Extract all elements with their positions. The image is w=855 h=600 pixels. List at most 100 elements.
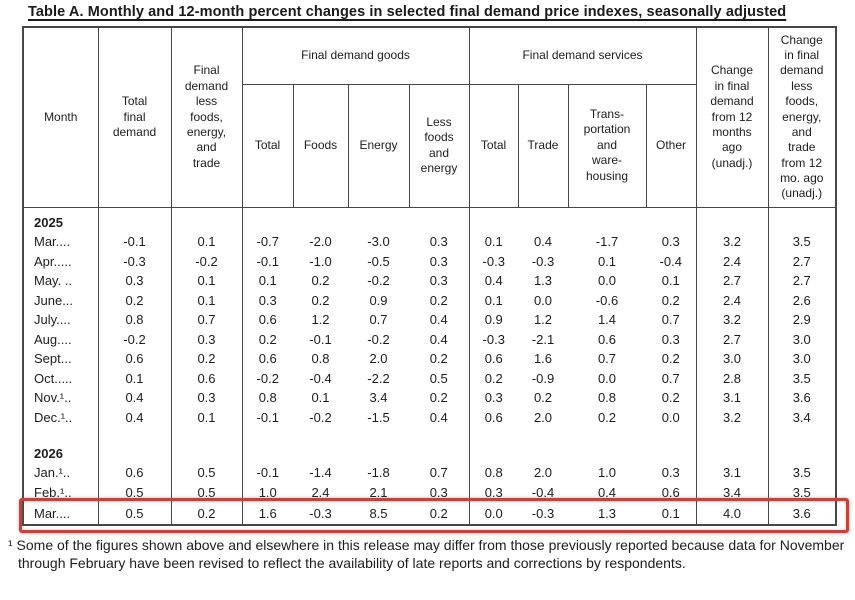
value-cell: 0.6 [646, 482, 697, 502]
value-cell: 0.3 [171, 329, 243, 349]
value-cell [469, 427, 518, 444]
table-row: Apr..... -0.3 -0.2 -0.1 -1.0 -0.5 0.3 -0.3 -0.3 0… [23, 251, 836, 271]
value-cell: 0.6 [258, 312, 277, 328]
value-cell [646, 427, 697, 444]
value-cell: -1.8 [367, 465, 390, 481]
year-label: 2025 [23, 213, 99, 232]
value-cell [409, 213, 470, 232]
value-cell: -0.4 [309, 370, 332, 386]
month-label [23, 427, 99, 444]
value-cell [469, 213, 518, 232]
value-cell: -0.6 [595, 292, 619, 308]
value-cell: 3.4 [696, 482, 769, 502]
value-cell: 0.7 [646, 310, 697, 330]
value-cell: 0.3 [646, 232, 697, 252]
value-cell: -0.1 [256, 253, 279, 269]
value-cell: 0.1 [646, 271, 697, 291]
value-cell: 0.8 [484, 465, 503, 481]
col-header-services-transportation: Trans- portation and ware- housing [567, 83, 647, 208]
value-cell: 0.1 [311, 390, 330, 406]
col-header-services-total: Total [468, 83, 519, 208]
table-row: Jan.¹.. 0.6 0.5 -0.1 -1.4 -1.8 0.7 0.8 2.0 1.0 0.3… [23, 463, 836, 483]
month-label: Feb.¹.. [23, 482, 99, 502]
value-cell: 0.5 [409, 368, 470, 388]
value-cell: -0.4 [646, 251, 697, 271]
table-header: Month Total final demand Final demand le… [22, 26, 837, 208]
value-cell: 0.4 [98, 407, 172, 427]
table-row: Dec.¹.. 0.4 0.1 -0.1 -0.2 -1.5 0.4 0.6 2.0 0.2 0.0… [23, 407, 836, 427]
table-row: Oct..... 0.1 0.6 -0.2 -0.4 -2.2 0.5 0.2 -0.9 0.0 0… [23, 368, 836, 388]
value-cell: 0.9 [369, 292, 388, 308]
value-cell: 3.5 [792, 370, 811, 386]
value-cell [242, 213, 293, 232]
value-cell [696, 207, 769, 213]
value-cell: 2.7 [792, 273, 811, 289]
value-cell [469, 444, 518, 463]
value-cell: 0.1 [484, 292, 503, 308]
col-header-month: Month [22, 26, 99, 208]
value-cell [98, 213, 172, 232]
value-cell: 0.2 [171, 502, 243, 525]
value-cell: 0.4 [597, 484, 617, 500]
value-cell: -0.1 [256, 465, 279, 481]
value-cell: 0.6 [98, 463, 172, 483]
value-cell [568, 444, 646, 463]
value-cell: 0.8 [597, 390, 617, 406]
footnote: ¹ Some of the figures shown above and el… [8, 537, 845, 572]
value-cell: -0.3 [482, 331, 505, 347]
month-label: May. .. [23, 271, 99, 291]
value-cell: 1.0 [597, 465, 617, 481]
value-cell: 0.4 [409, 407, 470, 427]
value-cell: -0.3 [531, 505, 555, 521]
value-cell: 0.3 [409, 251, 470, 271]
col-header-services-other: Other [645, 83, 697, 208]
value-cell: 2.4 [311, 484, 330, 500]
value-cell: 0.4 [533, 234, 553, 250]
value-cell: 0.1 [171, 271, 243, 291]
value-cell: -0.1 [309, 331, 332, 347]
col-header-less-foods-energy-trade: Final demand less foods, energy, and tra… [170, 26, 243, 208]
table-row: Aug.... -0.2 0.3 0.2 -0.1 -0.2 0.4 -0.3 -2.1 0.6 0… [23, 329, 836, 349]
value-cell: -3.0 [367, 234, 390, 250]
table-row: July.... 0.8 0.7 0.6 1.2 0.7 0.4 0.9 1.2 1.4 0.7 3.… [23, 310, 836, 330]
value-cell: -0.5 [367, 253, 390, 269]
value-cell: 4.0 [696, 502, 769, 525]
value-cell: 0.2 [409, 349, 470, 369]
value-cell: 3.4 [369, 390, 388, 406]
value-cell: 3.4 [792, 409, 811, 425]
value-cell: 3.0 [696, 349, 769, 369]
month-label: Nov.¹.. [23, 388, 99, 408]
header-group-row: Month Total final demand Final demand le… [22, 26, 837, 208]
value-cell: -0.3 [309, 505, 332, 521]
value-cell [171, 207, 243, 213]
value-cell: 0.2 [409, 502, 470, 525]
value-cell: 0.2 [646, 349, 697, 369]
value-cell: 2.1 [369, 484, 388, 500]
value-cell: -0.1 [256, 409, 279, 425]
value-cell: 0.2 [484, 370, 503, 386]
value-cell [518, 444, 568, 463]
value-cell: 3.2 [696, 310, 769, 330]
value-cell: 3.6 [792, 505, 811, 521]
value-cell: 0.3 [409, 232, 470, 252]
value-cell: -2.0 [309, 234, 332, 250]
value-cell: 3.0 [792, 331, 811, 347]
value-cell: -0.2 [367, 273, 390, 289]
value-cell [293, 427, 348, 444]
value-cell: 0.4 [484, 273, 503, 289]
value-cell: 0.7 [171, 310, 243, 330]
value-cell: 3.2 [696, 407, 769, 427]
value-cell: 0.2 [646, 290, 697, 310]
value-cell: 0.3 [646, 329, 697, 349]
table-row: 2025 [23, 213, 836, 232]
value-cell [242, 444, 293, 463]
col-header-goods-total: Total [241, 83, 294, 208]
value-cell: 0.6 [597, 331, 617, 347]
col-header-services-trade: Trade [517, 83, 569, 208]
table-body: 2025 Mar.... -0.1 0.1 -0.7 -2.0 -3.0 0.3 0.1 0.4-… [23, 207, 836, 525]
value-cell: 2.7 [696, 329, 769, 349]
value-cell: 0.1 [171, 407, 243, 427]
value-cell: 0.3 [258, 292, 277, 308]
col-header-goods-energy: Energy [347, 83, 410, 208]
value-cell: 3.1 [696, 463, 769, 483]
